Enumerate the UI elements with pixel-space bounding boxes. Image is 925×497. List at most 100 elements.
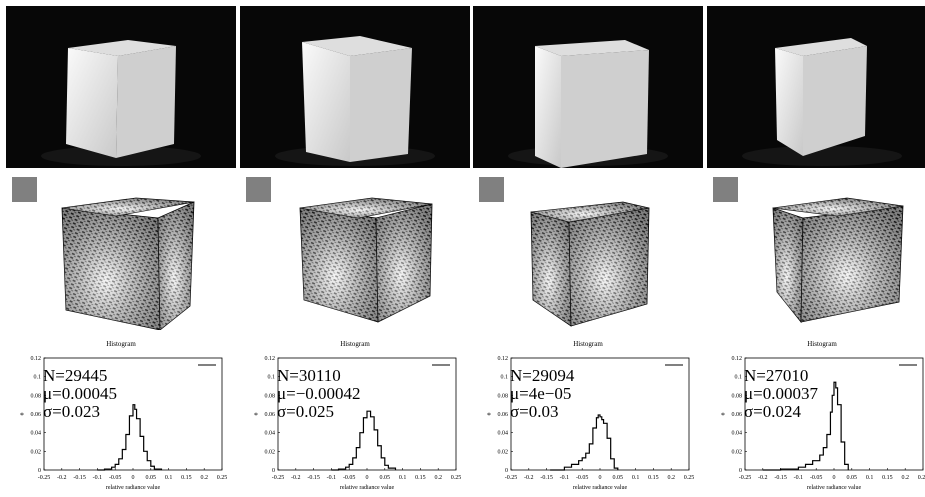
histogram-point xyxy=(384,465,386,466)
cube-face xyxy=(775,38,867,56)
histogram-title: Histogram xyxy=(573,340,603,348)
x-tick-label: 0.1 xyxy=(866,475,874,481)
histogram-point xyxy=(370,416,371,418)
y-tick-label: 0.04 xyxy=(498,431,509,437)
histogram-point xyxy=(830,411,831,413)
histogram-title: Histogram xyxy=(340,340,370,348)
x-tick-label: -0.1 xyxy=(794,475,804,481)
relief-shade xyxy=(62,208,160,330)
cube-photo xyxy=(707,6,925,168)
histogram-point xyxy=(597,414,599,416)
x-tick-label: 0.25 xyxy=(217,475,228,481)
histogram-point xyxy=(840,441,842,443)
histogram-point xyxy=(578,460,579,461)
histogram-series xyxy=(97,404,163,471)
histogram-point xyxy=(338,468,339,470)
x-tick-label: -0.15 xyxy=(774,475,787,481)
relief-shade xyxy=(300,198,432,218)
relief-shade xyxy=(62,198,194,216)
stat-n: N=29094 xyxy=(510,366,575,385)
cube-photo xyxy=(6,6,236,168)
histogram-point xyxy=(129,415,130,417)
histogram-point xyxy=(132,404,134,405)
gray-swatch xyxy=(479,177,504,202)
histogram-point xyxy=(613,467,615,469)
histogram-point xyxy=(592,427,594,429)
stat-sigma: σ=0.023 xyxy=(43,402,101,421)
x-axis-label: relative radiance value xyxy=(106,485,161,491)
histogram-point xyxy=(844,464,845,465)
histogram-point xyxy=(104,468,105,470)
histogram-point xyxy=(395,469,396,471)
histogram-chart: -0.25 -0.2 -0.15 -0.1 -0.05 0 0.05 0.1 0.15 0.2 0.… xyxy=(6,338,236,497)
stat-n: N=29445 xyxy=(43,366,108,385)
relief-shade xyxy=(158,202,194,330)
histogram-series xyxy=(331,410,397,471)
x-tick-label: -0.1 xyxy=(560,475,570,481)
stat-mu: μ=0.00045 xyxy=(43,384,117,403)
y-tick-label: 0.08 xyxy=(31,393,42,399)
stat-mu: μ=4e−05 xyxy=(510,384,572,403)
histogram-point xyxy=(377,445,378,447)
x-tick-label: 0.15 xyxy=(415,475,426,481)
histogram-point xyxy=(359,432,361,433)
y-tick-label: 0.08 xyxy=(732,393,743,399)
relief-shade xyxy=(376,204,432,322)
cube-face xyxy=(775,48,803,156)
cube-face xyxy=(535,46,561,168)
histogram-point xyxy=(331,469,332,471)
y-tick-label: 0.12 xyxy=(265,356,276,362)
gray-swatch xyxy=(713,177,738,202)
y-tick-label: 0.02 xyxy=(498,449,509,455)
histogram-point xyxy=(366,410,368,412)
x-tick-label: -0.05 xyxy=(576,475,589,481)
panel-2: Histogram -0.25 -0.2 -0.15 -0.1 -0.05 0 0.05 0.… xyxy=(240,0,470,497)
x-tick-label: 0.15 xyxy=(648,475,659,481)
histogram-point xyxy=(154,468,155,470)
histogram-point xyxy=(373,429,375,431)
stat-n: N=30110 xyxy=(277,366,341,385)
cube-relief-map xyxy=(473,182,703,330)
x-tick-label: 0.05 xyxy=(380,475,391,481)
y-tick-label: 0.1 xyxy=(735,375,743,381)
histogram-series xyxy=(762,381,849,471)
x-tick-label: -0.15 xyxy=(540,475,553,481)
histogram-chart: -0.25 -0.2 -0.15 -0.1 -0.05 0 0.05 0.1 0.15 0.2 0.… xyxy=(707,338,925,497)
cube-relief-map xyxy=(6,182,236,330)
x-tick-label: -0.2 xyxy=(291,475,301,481)
histogram-point xyxy=(847,469,849,471)
x-tick-label: -0.1 xyxy=(93,475,103,481)
x-tick-label: 0.2 xyxy=(200,475,208,481)
x-tick-label: 0.1 xyxy=(399,475,407,481)
histogram-point xyxy=(363,417,364,419)
cube-photo xyxy=(473,6,703,168)
x-tick-label: -0.2 xyxy=(758,475,768,481)
x-tick-label: 0.15 xyxy=(181,475,192,481)
histogram-point xyxy=(833,381,835,383)
stat-mu: μ=−0.00042 xyxy=(277,384,361,403)
stat-sigma: σ=0.025 xyxy=(277,402,335,421)
relief-shade xyxy=(569,208,649,326)
y-tick-label: 0.12 xyxy=(732,356,743,362)
x-tick-label: 0.2 xyxy=(434,475,442,481)
x-tick-label: 0.05 xyxy=(847,475,858,481)
x-tick-label: 0.1 xyxy=(632,475,640,481)
relief-shade xyxy=(773,198,903,216)
x-tick-label: 0.05 xyxy=(613,475,624,481)
y-tick-label: 0.02 xyxy=(31,449,42,455)
histogram-point xyxy=(549,469,551,471)
histogram-point xyxy=(111,466,112,468)
y-axis-label: * xyxy=(254,411,258,420)
y-tick-label: 0 xyxy=(38,468,41,474)
x-tick-label: 0.1 xyxy=(165,475,173,481)
x-tick-label: 0 xyxy=(599,475,602,481)
cube-face xyxy=(302,36,412,56)
x-tick-label: -0.25 xyxy=(505,475,518,481)
y-tick-label: 0.04 xyxy=(265,431,276,437)
x-tick-label: 0.2 xyxy=(901,475,909,481)
relief-shade xyxy=(801,206,903,322)
panel-4: Histogram -0.25 -0.2 -0.15 -0.1 -0.05 0 0.05 0.… xyxy=(707,0,925,497)
x-tick-label: 0 xyxy=(366,475,369,481)
histogram-point xyxy=(356,447,357,448)
cube-face xyxy=(561,50,649,168)
